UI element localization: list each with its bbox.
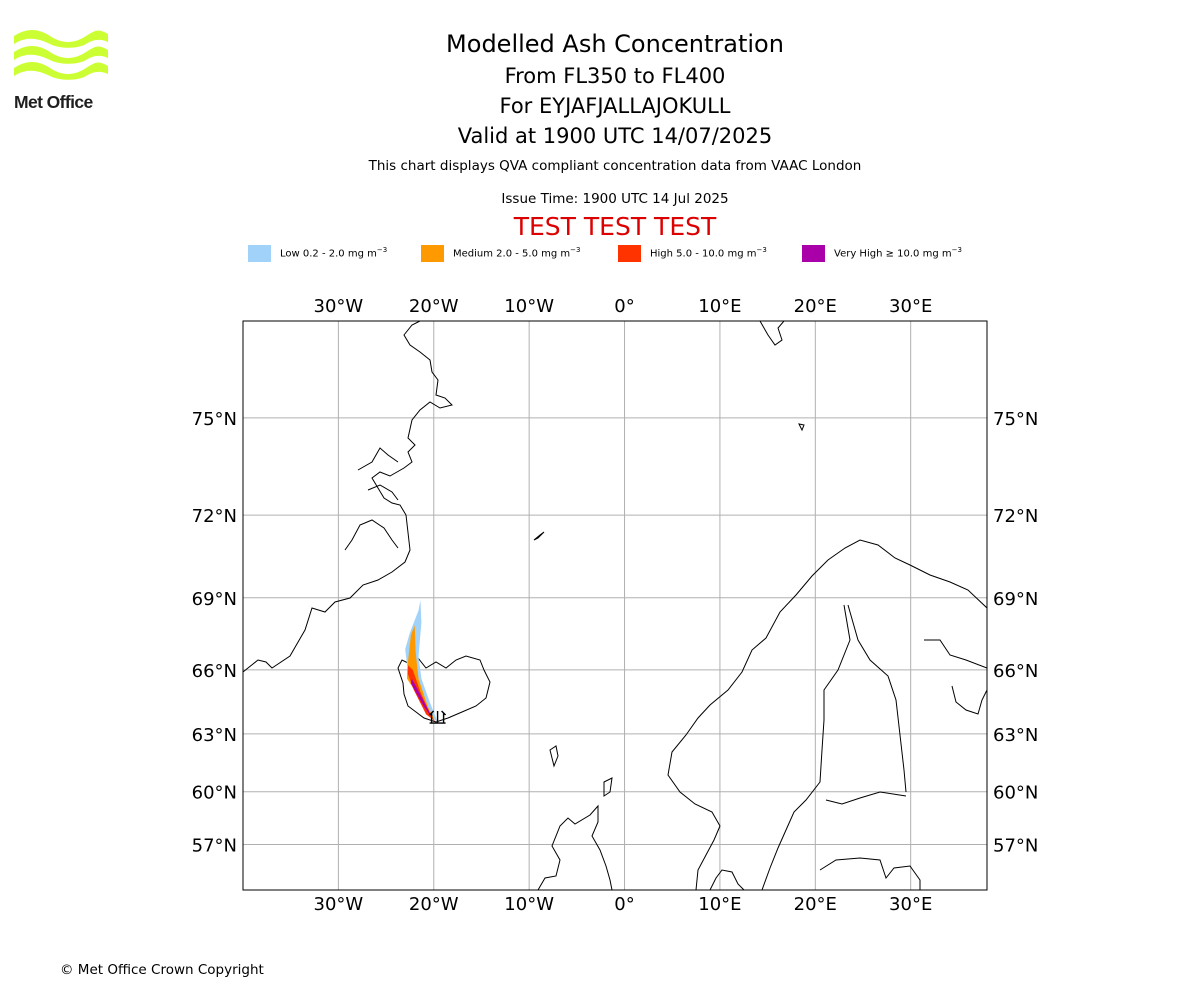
coastline-greenland	[243, 321, 453, 673]
coastline-finland-gulf	[825, 791, 907, 805]
legend-swatch-high	[618, 245, 641, 262]
lon-tick-label: 10°E	[698, 894, 741, 915]
coastline-svalbard	[759, 321, 785, 346]
met-office-logo: Met Office	[14, 30, 108, 112]
coastline-jan-mayen	[533, 531, 545, 541]
lat-tick-label: 72°N	[192, 506, 237, 527]
coastline-greenland-fjord	[357, 447, 399, 471]
lon-tick-label: 20°W	[409, 894, 459, 915]
coastline-sweden-finland	[761, 604, 851, 890]
coastline-greenland-fjord-2	[344, 519, 399, 551]
lon-tick-label: 30°E	[889, 296, 932, 317]
legend-label-medium: Medium 2.0 - 5.0 mg m−3	[453, 246, 581, 260]
legend-swatch-very-high	[802, 245, 825, 262]
coastline-white-sea	[951, 685, 987, 715]
map-frame	[242, 320, 988, 891]
test-banner: TEST TEST TEST	[513, 212, 717, 241]
lon-tick-label: 0°	[614, 296, 634, 317]
lon-tick-label: 10°E	[698, 296, 741, 317]
ash-plume	[405, 600, 438, 722]
legend-label-low: Low 0.2 - 2.0 mg m−3	[280, 246, 388, 260]
ash-plume-medium	[407, 625, 435, 720]
lon-tick-label: 10°W	[504, 894, 554, 915]
lat-tick-label: 60°N	[993, 783, 1038, 804]
lat-tick-label: 60°N	[192, 783, 237, 804]
logo-text: Met Office	[14, 92, 93, 112]
volcano-marker	[429, 710, 447, 724]
lon-tick-label: 20°W	[409, 296, 459, 317]
qva-note: This chart displays QVA compliant concen…	[368, 158, 862, 174]
ash-plume-high	[408, 665, 436, 722]
coastline-greenland-fjord-3	[367, 484, 399, 501]
graticule	[243, 321, 987, 890]
lat-tick-label: 66°N	[192, 661, 237, 682]
lat-tick-label: 72°N	[993, 506, 1038, 527]
chart-titles: Modelled Ash Concentration From FL350 to…	[230, 28, 1000, 151]
lon-tick-label: 20°E	[794, 894, 837, 915]
coastline-baltic-estonia	[819, 857, 921, 890]
chart-title: Modelled Ash Concentration	[446, 30, 784, 58]
copyright: © Met Office Crown Copyright	[60, 962, 264, 978]
lon-tick-label: 30°W	[314, 894, 364, 915]
lon-tick-label: 20°E	[794, 296, 837, 317]
lat-tick-label: 63°N	[192, 725, 237, 746]
lat-tick-label: 57°N	[192, 835, 237, 856]
ash-plume-very-high	[410, 678, 431, 717]
legend-swatch-medium	[421, 245, 444, 262]
lat-tick-label: 63°N	[993, 725, 1038, 746]
legend-label-very-high: Very High ≥ 10.0 mg m−3	[834, 246, 962, 260]
coastline-shetland	[603, 777, 613, 797]
coastlines	[243, 321, 987, 890]
lon-tick-label: 0°	[614, 894, 634, 915]
lon-tick-label: 30°W	[314, 296, 364, 317]
lat-tick-label: 69°N	[192, 589, 237, 610]
coastline-bear-island	[798, 423, 805, 432]
coastline-scotland	[537, 804, 613, 890]
valid-time-title: Valid at 1900 UTC 14/07/2025	[457, 124, 773, 148]
lon-tick-label: 30°E	[889, 894, 932, 915]
lat-tick-label: 66°N	[993, 661, 1038, 682]
lat-tick-label: 57°N	[993, 835, 1038, 856]
flight-level-title: From FL350 to FL400	[504, 64, 726, 88]
legend-label-high: High 5.0 - 10.0 mg m−3	[650, 246, 767, 260]
issue-time: Issue Time: 1900 UTC 14 Jul 2025	[501, 191, 729, 207]
lat-tick-label: 75°N	[993, 409, 1038, 430]
wave-logo-icon	[14, 30, 108, 80]
volcano-icon	[429, 710, 447, 724]
lat-tick-label: 75°N	[192, 409, 237, 430]
coastline-denmark	[709, 869, 745, 890]
coastline-russia-kola	[924, 639, 987, 669]
volcano-title: For EYJAFJALLAJOKULL	[499, 94, 731, 118]
axis-labels: 30°W 30°W 20°W 20°W 10°W 10°W 0° 0° 10°E 10°E 20°E…	[192, 296, 1039, 915]
legend-swatch-low	[248, 245, 271, 262]
coastline-gulf-of-bothnia	[847, 604, 907, 793]
lat-tick-label: 69°N	[993, 589, 1038, 610]
coastline-faroe	[549, 745, 559, 768]
coastline-scandinavia	[667, 539, 987, 890]
lon-tick-label: 10°W	[504, 296, 554, 317]
